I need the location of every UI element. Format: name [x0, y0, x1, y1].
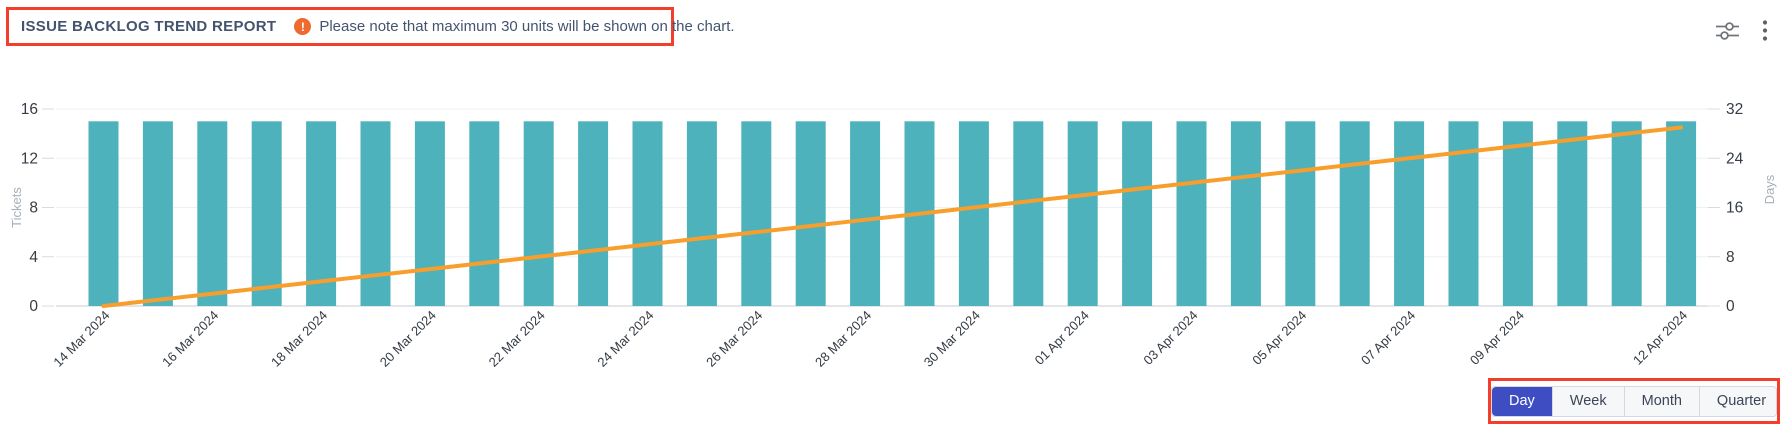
left-axis-name: Tickets	[9, 187, 24, 228]
bar-30-mar-2024	[958, 121, 989, 306]
bar-11-apr-2024	[1611, 121, 1642, 306]
bar-21-mar-2024	[469, 121, 500, 306]
x-axis-label: 18 Mar 2024	[268, 308, 330, 370]
left-axis-tick-label: 12	[21, 150, 38, 167]
x-axis-label: 01 Apr 2024	[1032, 308, 1092, 368]
period-button-week[interactable]: Week	[1551, 386, 1624, 416]
chart-toolbar	[1713, 17, 1770, 45]
alert-circle-icon: !	[294, 18, 312, 35]
left-axis-tick-label: 8	[29, 200, 38, 217]
bar-16-mar-2024	[197, 121, 228, 306]
bar-18-mar-2024	[306, 121, 337, 306]
right-axis-tick-label: 24	[1726, 150, 1744, 167]
bar-12-apr-2024	[1666, 121, 1697, 306]
bar-20-mar-2024	[414, 121, 445, 306]
bar-22-mar-2024	[523, 121, 554, 306]
report-title: ISSUE BACKLOG TREND REPORT	[21, 18, 277, 35]
annotation-box-period-switcher: Day Week Month Quarter	[1488, 378, 1780, 424]
bar-14-mar-2024	[88, 121, 119, 306]
x-axis-label: 20 Mar 2024	[377, 308, 439, 370]
right-axis-name: Days	[1762, 174, 1777, 204]
period-button-quarter[interactable]: Quarter	[1698, 386, 1776, 416]
bar-09-apr-2024	[1502, 121, 1533, 306]
bar-26-mar-2024	[741, 121, 772, 306]
x-axis-label: 28 Mar 2024	[812, 308, 874, 370]
x-axis-label: 30 Mar 2024	[921, 308, 983, 370]
period-button-month[interactable]: Month	[1623, 386, 1699, 416]
bar-27-mar-2024	[795, 121, 826, 306]
bar-02-apr-2024	[1122, 121, 1153, 306]
bar-06-apr-2024	[1339, 121, 1370, 306]
right-axis-tick-label: 8	[1726, 249, 1735, 266]
bar-04-apr-2024	[1230, 121, 1261, 306]
bar-10-apr-2024	[1557, 121, 1588, 306]
x-axis-label: 05 Apr 2024	[1249, 308, 1309, 368]
left-axis-tick-label: 4	[29, 249, 38, 266]
kebab-menu-icon[interactable]	[1760, 17, 1770, 45]
annotation-box-title: ISSUE BACKLOG TREND REPORT ! Please note…	[6, 7, 735, 46]
period-button-day[interactable]: Day	[1492, 386, 1552, 416]
max-units-note: ! Please note that maximum 30 units will…	[294, 18, 735, 35]
x-axis-label: 26 Mar 2024	[703, 308, 765, 370]
bar-01-apr-2024	[1067, 121, 1098, 306]
bar-28-mar-2024	[850, 121, 881, 306]
left-axis-tick-label: 0	[29, 298, 38, 315]
right-axis-tick-label: 16	[1726, 200, 1743, 217]
x-axis-label: 16 Mar 2024	[159, 308, 221, 370]
note-text: Please note that maximum 30 units will b…	[319, 18, 735, 35]
x-axis-label: 12 Apr 2024	[1630, 308, 1690, 368]
bar-05-apr-2024	[1285, 121, 1316, 306]
bar-03-apr-2024	[1176, 121, 1207, 306]
x-axis-label: 24 Mar 2024	[594, 308, 656, 370]
x-axis-label: 22 Mar 2024	[486, 308, 548, 370]
period-switcher: Day Week Month Quarter	[1491, 385, 1777, 417]
bar-24-mar-2024	[632, 121, 663, 306]
bar-15-mar-2024	[142, 121, 173, 306]
left-axis-tick-label: 16	[21, 101, 38, 118]
x-axis-label: 03 Apr 2024	[1140, 308, 1200, 368]
x-axis-label: 07 Apr 2024	[1358, 308, 1418, 368]
x-axis-label: 14 Mar 2024	[50, 308, 112, 370]
trend-line	[101, 125, 1684, 308]
bar-17-mar-2024	[251, 121, 282, 306]
sliders-icon[interactable]	[1713, 18, 1742, 45]
x-axis-label: 09 Apr 2024	[1467, 308, 1527, 368]
bar-25-mar-2024	[686, 121, 717, 306]
right-axis-tick-label: 0	[1726, 298, 1735, 315]
right-axis-tick-label: 32	[1726, 101, 1743, 118]
bar-07-apr-2024	[1394, 121, 1425, 306]
bar-23-mar-2024	[578, 121, 609, 306]
bar-31-mar-2024	[1013, 121, 1044, 306]
